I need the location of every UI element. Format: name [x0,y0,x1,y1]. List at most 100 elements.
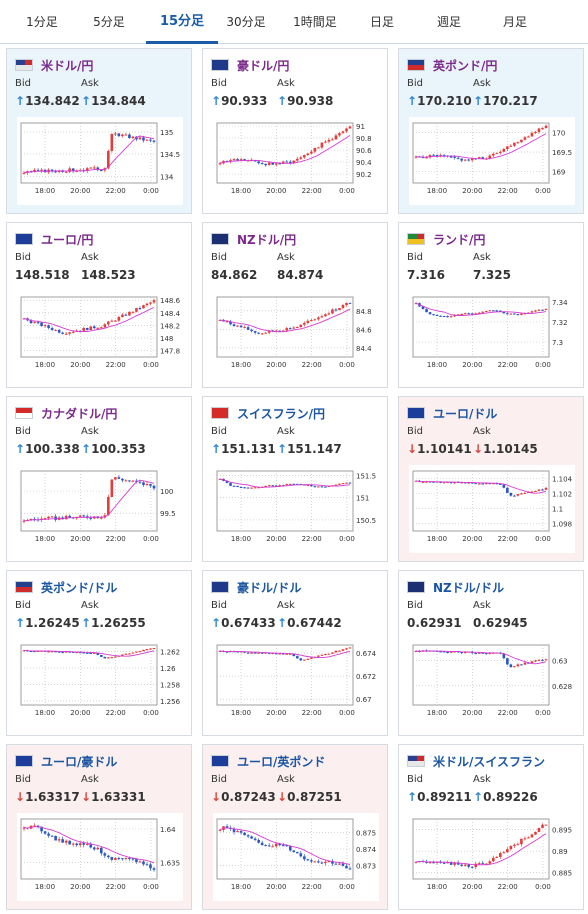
candlestick-chart[interactable]: 100 99.5 18:00 20:00 22:00 0:00 [17,465,183,553]
candlestick-chart[interactable]: 1.262 1.26 1.258 1.256 18:00 20:00 22:00 0:00 [17,639,183,727]
y-tick-label: 1.102 [552,491,572,499]
candlestick-chart[interactable]: 7.34 7.32 7.3 18:00 20:00 22:00 0:00 [409,291,575,379]
y-tick-label: 0.885 [552,870,572,878]
candle [54,516,57,520]
tab-1[interactable]: 5分足 [93,15,125,29]
candle [131,311,135,313]
pair-name[interactable]: 米ドル/スイスフラン [433,754,546,769]
candle [267,162,271,166]
candle [495,152,499,154]
candle [327,861,331,863]
tab-0[interactable]: 1分足 [26,15,58,29]
pair-name[interactable]: ユーロ/英ポンド [237,754,326,769]
bid-price: ↑151.131 [211,442,276,456]
candle [47,516,50,519]
rate-card[interactable]: ユーロ/ドル Bid Ask ↓1.10141 ↓1.10145 1.104 1.102 1.… [398,396,584,562]
flag-icon [15,59,33,71]
pair-name[interactable]: ユーロ/豪ドル [41,754,118,769]
tab-4[interactable]: 1時間足 [293,15,337,29]
candle [509,145,513,147]
candle [274,652,278,655]
tab-3[interactable]: 30分足 [226,15,266,29]
pair-name[interactable]: ユーロ/円 [41,232,94,247]
candle [453,482,456,484]
tab-7[interactable]: 月足 [502,15,527,29]
pair-name[interactable]: カナダドル/円 [41,406,118,421]
rate-card[interactable]: ユーロ/英ポンド Bid Ask ↓0.87243 ↓0.87251 0.875 0.874… [202,744,388,910]
rate-card[interactable]: 米ドル/スイスフラン Bid Ask ↑0.89211 ↑0.89226 0.895 0.8… [398,744,584,910]
rate-card[interactable]: カナダドル/円 Bid Ask ↑100.338 ↑100.353 100 99.5 18:0… [6,396,192,562]
trend-arrow-icon: ↑ [277,616,288,630]
candlestick-chart[interactable]: 151.5 151 150.5 18:00 20:00 22:00 0:00 [213,465,379,553]
candle [324,861,327,864]
candle [477,157,481,159]
candlestick-chart[interactable]: 0.895 0.89 0.885 18:00 20:00 22:00 0:00 [409,813,575,901]
rate-card[interactable]: ユーロ/豪ドル Bid Ask ↓1.63317 ↓1.63331 1.64 1.635 18… [6,744,192,910]
pair-name[interactable]: NZドル/ドル [433,580,505,595]
pair-name[interactable]: 英ポンド/円 [433,58,498,73]
candlestick-chart[interactable]: 0.875 0.874 0.873 18:00 20:00 22:00 0:00 [213,813,379,901]
tab-6[interactable]: 週足 [436,15,461,29]
candlestick-chart[interactable]: 91 90.8 90.6 90.4 90.2 18:00 20:00 22:00 0:00 [213,117,379,205]
rate-card[interactable]: 英ポンド/円 Bid Ask ↑170.210 ↑170.217 170 169.5 169 1… [398,48,584,214]
rate-card[interactable]: 米ドル/円 Bid Ask ↑134.842 ↑134.844 135 134.5 134 18… [6,48,192,214]
candle [138,137,142,140]
rate-card[interactable]: スイスフラン/円 Bid Ask ↑151.131 ↑151.147 151.5 151 15… [202,396,388,562]
candlestick-chart[interactable]: 0.63 0.628 18:00 20:00 22:00 0:00 [409,639,575,727]
candlestick-chart[interactable]: 135 134.5 134 18:00 20:00 22:00 0:00 [17,117,183,205]
x-tick-label: 20:00 [266,709,286,717]
bid-label: Bid [407,600,423,611]
pair-name[interactable]: スイスフラン/円 [237,406,326,421]
tab-2[interactable]: 15分足 [146,0,218,44]
candle [36,169,40,171]
pair-name[interactable]: NZドル/円 [237,232,297,247]
candlestick-chart[interactable]: 148.6 148.4 148.2 148 147.8 18:00 20:00 22:00 0:… [17,291,183,379]
pair-name[interactable]: 米ドル/円 [41,58,94,73]
bid-label: Bid [15,426,31,437]
rate-card[interactable]: 豪ドル/ドル Bid Ask ↑0.67433 ↑0.67442 0.674 0.672 0.… [202,570,388,736]
candle [484,863,488,865]
x-tick-label: 0:00 [143,361,159,369]
rate-card[interactable]: ユーロ/円 Bid Ask 148.518 148.523 148.6 148.4 148.2… [6,222,192,388]
candle [303,322,306,325]
chart-svg: 0.875 0.874 0.873 18:00 20:00 22:00 0:00 [216,818,377,891]
candle [114,656,117,658]
pair-name[interactable]: 豪ドル/ドル [237,580,302,595]
candlestick-chart[interactable]: 170 169.5 169 18:00 20:00 22:00 0:00 [409,117,575,205]
ask-label: Ask [81,426,99,437]
pair-name[interactable]: ランド/円 [433,232,486,247]
candle [334,135,338,140]
candle [456,157,460,159]
pair-name[interactable]: ユーロ/ドル [433,406,498,421]
candle [513,142,516,146]
chart-svg: 135 134.5 134 18:00 20:00 22:00 0:00 [20,122,180,195]
candle [218,319,222,321]
rate-card[interactable]: 豪ドル/円 Bid Ask ↑90.933 ↑90.938 91 90.8 90.6 90.4 9… [202,48,388,214]
candlestick-chart[interactable]: 1.104 1.102 1.1 1.098 18:00 20:00 22:00 0:00 [409,465,575,553]
pair-name[interactable]: 英ポンド/ドル [41,580,118,595]
rate-card[interactable]: ランド/円 Bid Ask 7.316 7.325 7.34 7.32 7.3 18:00 20:… [398,222,584,388]
candle [446,651,449,653]
candle [484,311,488,313]
candle [292,327,296,329]
rate-card[interactable]: NZドル/円 Bid Ask 84.862 84.874 84.8 84.6 84.4 18:0… [202,222,388,388]
candle [281,485,285,487]
card-header: 米ドル/スイスフラン [407,753,545,769]
rate-card[interactable]: NZドル/ドル Bid Ask 0.62931 0.62945 0.63 0.628 18:0… [398,570,584,736]
candle [117,477,121,479]
candlestick-chart[interactable]: 1.64 1.635 18:00 20:00 22:00 0:00 [17,813,183,901]
pair-name[interactable]: 豪ドル/円 [237,58,290,73]
trend-arrow-icon: ↑ [15,616,26,630]
candle [460,158,463,161]
candlestick-chart[interactable]: 0.674 0.672 0.67 18:00 20:00 22:00 0:00 [213,639,379,727]
rate-card[interactable]: 英ポンド/ドル Bid Ask ↑1.26245 ↑1.26255 1.262 1.26 1.… [6,570,192,736]
candle [271,485,275,487]
candle [491,310,495,312]
candle [253,838,257,840]
candlestick-chart[interactable]: 84.8 84.6 84.4 18:00 20:00 22:00 0:00 [213,291,379,379]
tab-5[interactable]: 日足 [369,15,394,29]
candle [82,843,86,845]
candle [271,162,275,165]
candle [345,302,348,306]
candle [327,485,331,488]
